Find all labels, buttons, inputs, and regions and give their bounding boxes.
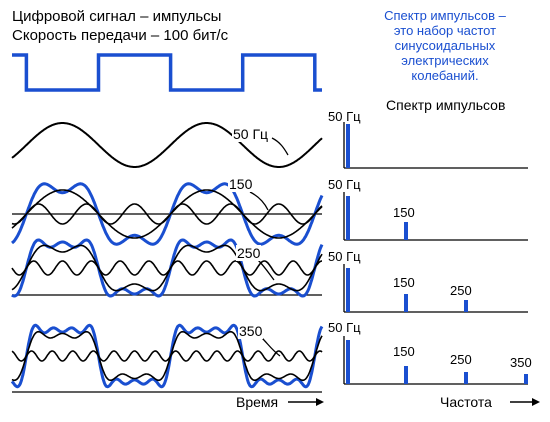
leader-line — [271, 137, 289, 156]
spectrum-peak-label: 350 — [510, 355, 532, 370]
time-axis-label: Время — [236, 394, 279, 410]
time-axis-arrowhead — [316, 398, 324, 406]
sum-50-to-350-wave — [10, 323, 324, 389]
frequency-axis-arrowhead — [532, 398, 540, 406]
spectrum-peak-label: 150 — [393, 275, 415, 290]
header-title-line2: Скорость передачи – 100 бит/с — [12, 27, 229, 44]
harmonic-250hz-wave — [11, 260, 322, 276]
spectrum-peak-label: 50 Гц — [328, 249, 361, 264]
spectrum-panel — [343, 122, 528, 385]
spectrum-peak-label: 250 — [450, 283, 472, 298]
spectrum-peak-bar — [346, 196, 350, 240]
spectrum-note-line: электрических — [401, 53, 489, 68]
spectrum-peak-label: 150 — [393, 344, 415, 359]
frequency-axis-label: Частота — [440, 394, 492, 410]
spectrum-peak-bar — [346, 340, 350, 384]
wave-label-350: 350 — [238, 323, 264, 339]
header-title-line1: Цифровой сигнал – импульсы — [12, 8, 222, 25]
harmonic-50hz-wave — [11, 122, 323, 168]
spectrum-note-line: Спектр импульсов – — [384, 8, 506, 23]
spectrum-peak-label: 250 — [450, 352, 472, 367]
spectrum-peak-bar — [524, 374, 528, 384]
sum-50-150-wave — [11, 182, 324, 246]
spectrum-note-line: это набор частот — [393, 23, 497, 38]
spectrum-note-line: синусоидальных — [394, 38, 496, 53]
spectrum-note-line: колебаний. — [411, 68, 479, 83]
spectrum-peak-bar — [464, 372, 468, 384]
spectrum-peak-label: 150 — [393, 205, 415, 220]
spectrum-note: Спектр импульсов – это набор частот сину… — [360, 8, 530, 83]
spectrum-peak-label: 50 Гц — [328, 109, 361, 124]
leader-line — [257, 259, 275, 281]
digital-pulse-train — [12, 53, 322, 92]
spectrum-peak-bar — [404, 366, 408, 384]
wave-label-150: 150 — [228, 176, 254, 192]
harmonic-150hz-wave — [11, 203, 323, 225]
spectrum-title: Спектр импульсов — [386, 97, 506, 113]
spectrum-peak-bar — [404, 222, 408, 240]
spectrum-peak-label: 50 Гц — [328, 177, 361, 192]
harmonic-350hz-wave — [11, 350, 323, 362]
spectrum-peak-bar — [464, 300, 468, 312]
leader-line — [249, 191, 269, 211]
partial-sum-wave — [11, 330, 323, 382]
spectrum-peak-bar — [346, 124, 350, 168]
spectrum-peak-bar — [404, 294, 408, 312]
sum-50-150-250-wave — [11, 238, 324, 298]
leader-line — [261, 337, 281, 357]
partial-sum-wave — [11, 244, 323, 292]
spectrum-peak-label: 50 Гц — [328, 320, 361, 335]
spectrum-peak-bar — [346, 268, 350, 312]
wave-label-50hz: 50 Гц — [232, 126, 270, 142]
wave-label-250: 250 — [236, 245, 262, 261]
